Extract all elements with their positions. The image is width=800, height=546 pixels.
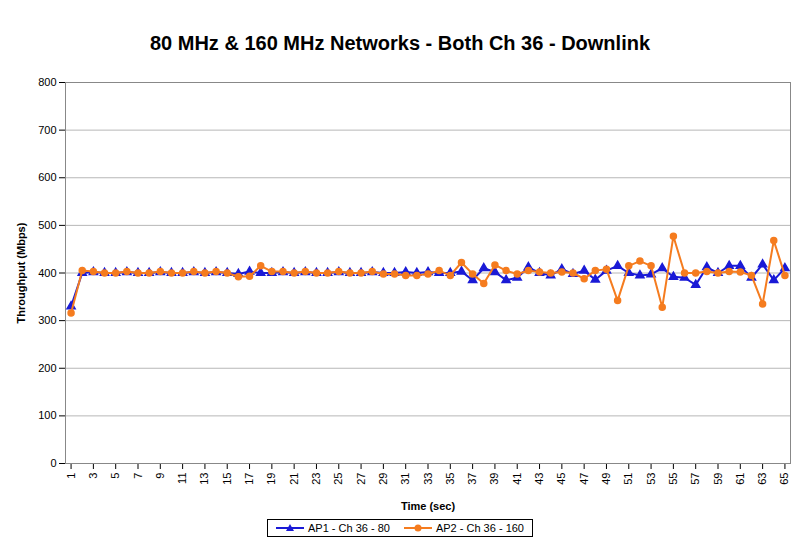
html-text:AP2 - Ch 36 - 160: AP2 - Ch 36 - 160 <box>435 522 524 534</box>
svg-text:65: 65 <box>778 473 790 485</box>
svg-text:11: 11 <box>176 473 188 484</box>
svg-text:100: 100 <box>38 409 56 421</box>
svg-text:43: 43 <box>533 473 545 485</box>
svg-text:700: 700 <box>38 124 56 136</box>
svg-text:31: 31 <box>399 473 411 485</box>
svg-text:400: 400 <box>38 267 56 279</box>
svg-text:Throughput (Mbps): Throughput (Mbps) <box>15 222 27 323</box>
svg-text:200: 200 <box>38 362 56 374</box>
svg-text:1: 1 <box>65 473 77 479</box>
svg-text:55: 55 <box>667 473 679 485</box>
svg-text:13: 13 <box>198 473 210 485</box>
svg-text:5: 5 <box>109 473 121 479</box>
svg-text:800: 800 <box>38 76 56 88</box>
svg-text:7: 7 <box>132 473 144 479</box>
svg-text:49: 49 <box>600 473 612 485</box>
svg-text:59: 59 <box>712 473 724 485</box>
svg-text:15: 15 <box>221 473 233 485</box>
svg-text:47: 47 <box>578 473 590 485</box>
svg-text:3: 3 <box>87 473 99 479</box>
svg-text:17: 17 <box>243 473 255 485</box>
svg-text:9: 9 <box>154 473 166 479</box>
svg-text:0: 0 <box>50 457 56 469</box>
svg-text:63: 63 <box>756 473 768 485</box>
svg-text:33: 33 <box>422 473 434 485</box>
svg-text:51: 51 <box>622 473 634 485</box>
svg-text:37: 37 <box>466 473 478 485</box>
svg-text:25: 25 <box>332 473 344 485</box>
svg-text:21: 21 <box>288 473 300 485</box>
svg-text:41: 41 <box>511 473 523 485</box>
svg-text:61: 61 <box>734 473 746 485</box>
svg-text:53: 53 <box>645 473 657 485</box>
svg-text:39: 39 <box>488 473 500 485</box>
svg-text:300: 300 <box>38 314 56 326</box>
svg-text:23: 23 <box>310 473 322 485</box>
svg-text:57: 57 <box>689 473 701 485</box>
svg-text:Time (sec): Time (sec) <box>401 500 456 512</box>
svg-text:600: 600 <box>38 171 56 183</box>
svg-text:19: 19 <box>265 473 277 485</box>
svg-text:500: 500 <box>38 219 56 231</box>
html-text:80 MHz & 160 MHz Networks - Bo: 80 MHz & 160 MHz Networks - Both Ch 36 -… <box>150 32 650 54</box>
svg-text:35: 35 <box>444 473 456 485</box>
svg-text:29: 29 <box>377 473 389 485</box>
svg-text:45: 45 <box>555 473 567 485</box>
html-text:AP1 - Ch 36 - 80: AP1 - Ch 36 - 80 <box>308 522 390 534</box>
svg-text:27: 27 <box>355 473 367 485</box>
